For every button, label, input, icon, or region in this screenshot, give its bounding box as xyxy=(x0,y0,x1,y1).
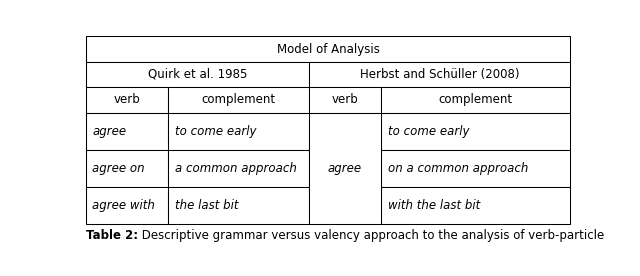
Text: with the last bit: with the last bit xyxy=(388,199,480,212)
Bar xyxy=(308,113,381,224)
Bar xyxy=(168,87,308,113)
Bar xyxy=(381,87,570,113)
Text: agree on: agree on xyxy=(92,162,145,175)
Text: agree: agree xyxy=(328,162,362,175)
Bar xyxy=(86,36,570,62)
Bar xyxy=(168,187,308,224)
Text: to come early: to come early xyxy=(388,125,469,138)
Text: complement: complement xyxy=(438,93,513,106)
Text: complement: complement xyxy=(202,93,275,106)
Bar xyxy=(86,113,168,150)
Text: a common approach: a common approach xyxy=(175,162,296,175)
Text: Descriptive grammar versus valency approach to the analysis of verb-particle: Descriptive grammar versus valency appro… xyxy=(138,229,604,242)
Text: verb: verb xyxy=(114,93,140,106)
Bar xyxy=(86,187,168,224)
Text: the last bit: the last bit xyxy=(175,199,238,212)
Text: agree: agree xyxy=(92,125,127,138)
Bar xyxy=(381,150,570,187)
Bar xyxy=(308,62,570,87)
Bar xyxy=(381,113,570,150)
Text: Table 2:: Table 2: xyxy=(86,229,138,242)
Bar xyxy=(381,187,570,224)
Bar xyxy=(168,150,308,187)
Bar xyxy=(168,113,308,150)
Bar xyxy=(86,62,308,87)
Text: agree with: agree with xyxy=(92,199,156,212)
Text: Herbst and Schüller (2008): Herbst and Schüller (2008) xyxy=(360,68,519,81)
Bar xyxy=(86,87,168,113)
Bar xyxy=(308,87,381,113)
Text: Quirk et al. 1985: Quirk et al. 1985 xyxy=(148,68,247,81)
Bar xyxy=(86,150,168,187)
Text: on a common approach: on a common approach xyxy=(388,162,528,175)
Text: verb: verb xyxy=(332,93,358,106)
Text: to come early: to come early xyxy=(175,125,256,138)
Text: Model of Analysis: Model of Analysis xyxy=(276,43,380,55)
